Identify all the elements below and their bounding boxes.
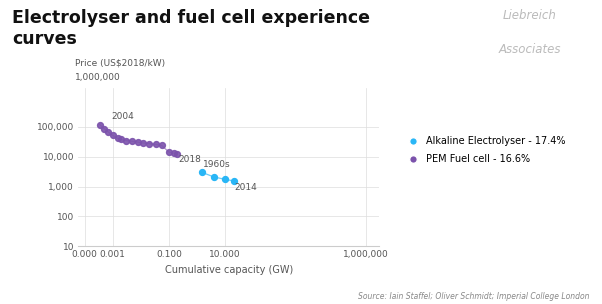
Point	[169, 151, 179, 156]
Point	[151, 142, 161, 147]
Point	[229, 178, 238, 183]
X-axis label: Cumulative capacity (GW): Cumulative capacity (GW)	[164, 265, 293, 275]
Point	[99, 126, 109, 131]
Point	[116, 137, 126, 142]
Text: 1960s: 1960s	[203, 161, 230, 170]
Point	[157, 143, 166, 148]
Point	[220, 177, 230, 182]
Legend: Alkaline Electrolyser - 17.4%, PEM Fuel cell - 16.6%: Alkaline Electrolyser - 17.4%, PEM Fuel …	[399, 133, 569, 168]
Text: Source: Iain Staffel; Oliver Schmidt; Imperial College London: Source: Iain Staffel; Oliver Schmidt; Im…	[358, 292, 590, 301]
Text: 2014: 2014	[235, 183, 257, 192]
Text: Electrolyser and fuel cell experience
curves: Electrolyser and fuel cell experience cu…	[12, 9, 370, 48]
Point	[144, 141, 154, 146]
Text: 2004: 2004	[111, 112, 134, 121]
Point	[173, 151, 182, 156]
Point	[104, 130, 113, 134]
Text: Liebreich: Liebreich	[503, 9, 557, 22]
Point	[121, 138, 131, 143]
Text: 2018: 2018	[178, 155, 201, 164]
Text: Price (US$2018/kW): Price (US$2018/kW)	[75, 59, 166, 67]
Point	[133, 140, 143, 145]
Point	[108, 133, 117, 138]
Point	[95, 122, 105, 127]
Text: 1,000,000: 1,000,000	[75, 73, 121, 82]
Point	[128, 139, 137, 144]
Point	[197, 170, 207, 175]
Point	[138, 140, 148, 145]
Point	[113, 136, 122, 141]
Text: Associates: Associates	[498, 43, 561, 56]
Point	[209, 174, 219, 179]
Point	[164, 150, 174, 154]
